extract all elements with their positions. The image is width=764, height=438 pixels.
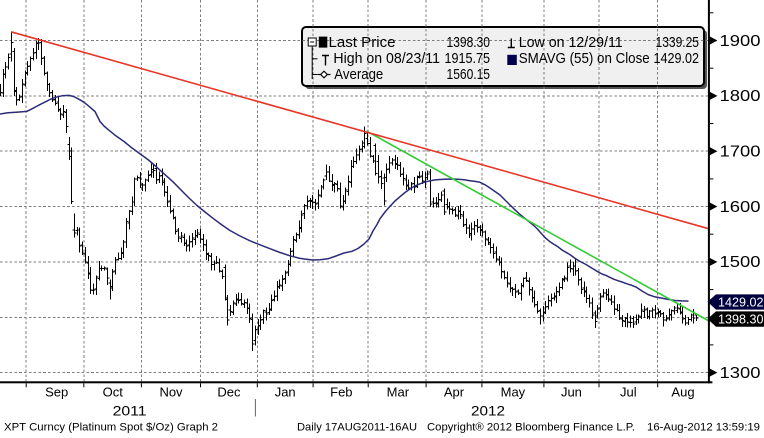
svg-text:1900: 1900 xyxy=(720,33,761,50)
svg-text:1700: 1700 xyxy=(720,144,761,161)
svg-text:1600: 1600 xyxy=(720,199,761,216)
svg-text:Jul: Jul xyxy=(620,385,637,400)
svg-text:1429.02: 1429.02 xyxy=(718,295,764,310)
svg-text:Sep: Sep xyxy=(45,385,68,400)
svg-text:Last Price: Last Price xyxy=(329,34,396,51)
svg-text:Apr: Apr xyxy=(444,385,465,400)
svg-text:1300: 1300 xyxy=(720,365,761,382)
svg-text:1429.02: 1429.02 xyxy=(654,50,700,67)
svg-text:16-Aug-2012 13:59:19: 16-Aug-2012 13:59:19 xyxy=(647,422,760,434)
svg-text:XPT Curncy (Platinum Spot $/O: XPT Curncy (Platinum Spot $/Oz) Graph 2 xyxy=(4,422,218,434)
svg-text:High on 08/23/11: High on 08/23/11 xyxy=(333,50,440,67)
svg-text:1560.15: 1560.15 xyxy=(447,66,491,83)
svg-text:1500: 1500 xyxy=(720,254,761,271)
svg-text:1339.25: 1339.25 xyxy=(656,34,700,51)
svg-text:Nov: Nov xyxy=(159,385,183,400)
svg-text:Mar: Mar xyxy=(387,385,410,400)
svg-text:Copyright® 2012 Bloomberg Fina: Copyright® 2012 Bloomberg Finance L.P. xyxy=(427,422,635,434)
svg-text:1915.75: 1915.75 xyxy=(445,50,491,67)
svg-text:Aug: Aug xyxy=(671,385,694,400)
svg-text:Daily 17AUG2011-16AU: Daily 17AUG2011-16AU xyxy=(297,422,417,434)
svg-text:SMAVG (55) on Close: SMAVG (55) on Close xyxy=(519,50,650,67)
svg-text:Feb: Feb xyxy=(330,385,352,400)
svg-text:Oct: Oct xyxy=(103,385,124,400)
svg-text:Average: Average xyxy=(334,66,383,83)
svg-text:Dec: Dec xyxy=(217,385,241,400)
svg-text:Jun: Jun xyxy=(561,385,582,400)
svg-text:1398.30: 1398.30 xyxy=(718,312,764,327)
svg-text:May: May xyxy=(501,385,526,400)
svg-text:1398.30: 1398.30 xyxy=(447,34,491,51)
svg-text:2011: 2011 xyxy=(113,403,147,419)
svg-text:2012: 2012 xyxy=(471,403,505,419)
svg-text:1800: 1800 xyxy=(720,88,761,105)
svg-text:Jan: Jan xyxy=(275,385,296,400)
svg-text:Low on 12/29/11: Low on 12/29/11 xyxy=(519,34,623,51)
